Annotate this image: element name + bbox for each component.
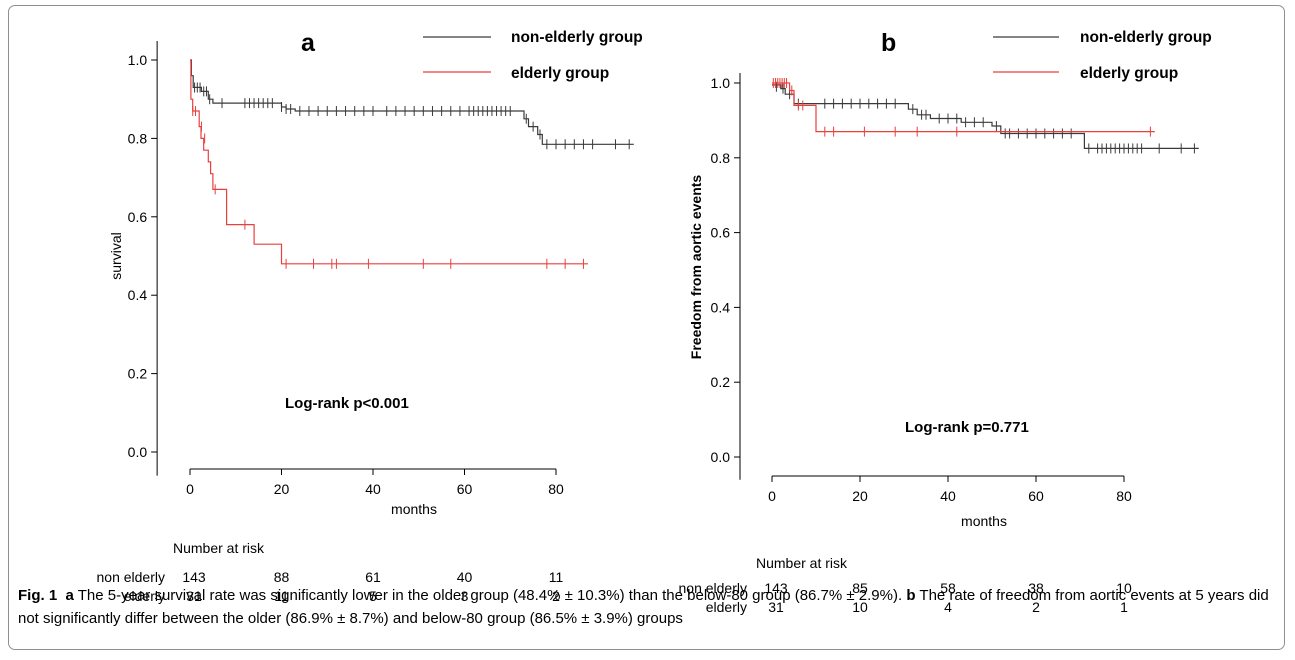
- figure-caption: Fig. 1 a The 5-year survival rate was si…: [18, 584, 1280, 630]
- x-tick-label: 60: [1028, 488, 1044, 504]
- x-tick-label: 60: [457, 481, 473, 497]
- risk-count: 31: [768, 599, 784, 615]
- risk-count: 2: [552, 588, 560, 604]
- risk-count: 10: [1116, 580, 1132, 596]
- logrank-annotation: Log-rank p=0.771: [905, 419, 1029, 436]
- x-tick-label: 0: [186, 481, 194, 497]
- legend-label-elderly: elderly group: [511, 65, 609, 82]
- risk-count: 3: [461, 588, 469, 604]
- x-tick-label: 80: [1116, 488, 1132, 504]
- series-line-nonelderly: [772, 84, 1199, 149]
- y-tick-label: 0.4: [711, 299, 731, 315]
- legend-label-nonelderly: non-elderly group: [1080, 29, 1212, 46]
- panel-label: b: [881, 29, 896, 57]
- risk-count: 1: [1120, 599, 1128, 615]
- risk-count: 88: [274, 569, 290, 585]
- y-tick-label: 0.6: [128, 209, 148, 225]
- y-tick-label: 0.6: [711, 225, 731, 241]
- risk-count: 4: [944, 599, 952, 615]
- y-tick-label: 0.2: [711, 374, 731, 390]
- risk-count: 85: [852, 580, 868, 596]
- risk-row-label: non elderly: [97, 569, 166, 585]
- y-tick-label: 0.0: [128, 444, 148, 460]
- panel-label: a: [301, 29, 316, 57]
- figure-svg: a0.00.20.40.60.81.00 20 40 60 80monthssurviv…: [97, 29, 1212, 615]
- figure-frame: a 0.0 0.2 0.4 0.6 0.8 1.0 0 20 40 60 80 months surviv…: [8, 5, 1285, 650]
- y-tick-label: 0.8: [711, 150, 731, 166]
- chart-panel-b: b 0.0 0.2 0.4 0.6 0.8 1.0 0 20 40 60 80 months Freedo…: [679, 29, 1212, 615]
- risk-count: 61: [365, 569, 381, 585]
- risk-row-label: elderly: [124, 588, 165, 604]
- logrank-annotation: Log-rank p<0.001: [285, 395, 409, 412]
- x-axis-title: months: [391, 501, 437, 517]
- legend-label-nonelderly: non-elderly group: [511, 29, 643, 46]
- y-axis-title: survival: [108, 232, 124, 279]
- caption-panel-a-label: a: [65, 587, 74, 604]
- caption-panel-b-text: The rate of freedom from aortic events a…: [18, 587, 1269, 627]
- risk-count: 143: [764, 580, 788, 596]
- x-tick-label: 80: [548, 481, 564, 497]
- x-tick-label: 20: [852, 488, 868, 504]
- risk-table-title: Number at risk: [756, 555, 848, 571]
- caption-panel-a-text: The 5-year survival rate was significant…: [77, 587, 903, 604]
- risk-row-label: non elderly: [679, 580, 748, 596]
- risk-count: 58: [940, 580, 956, 596]
- risk-table-title: Number at risk: [173, 540, 265, 556]
- y-tick-label: 0.8: [128, 130, 148, 146]
- y-axis-title: Freedom from aortic events: [688, 175, 704, 360]
- risk-count: 38: [1028, 580, 1044, 596]
- caption-panel-b-label: b: [906, 587, 916, 604]
- risk-row-label: elderly: [706, 599, 747, 615]
- y-tick-label: 1.0: [711, 75, 731, 91]
- x-tick-label: 40: [940, 488, 956, 504]
- y-tick-label: 0.4: [128, 287, 148, 303]
- legend-label-elderly: elderly group: [1080, 65, 1178, 82]
- risk-count: 2: [1032, 599, 1040, 615]
- risk-count: 5: [369, 588, 377, 604]
- chart-panel-a: a 0.0 0.2 0.4 0.6 0.8 1.0 0 20 40 60 80 months surviv…: [97, 29, 643, 604]
- x-tick-label: 40: [365, 481, 381, 497]
- series-line-elderly: [190, 59, 588, 265]
- series-line-elderly: [772, 82, 1155, 133]
- x-axis-title: months: [961, 513, 1007, 529]
- risk-count: 11: [549, 569, 564, 585]
- risk-count: 31: [186, 588, 202, 604]
- risk-count: 143: [182, 569, 206, 585]
- y-tick-label: 1.0: [128, 52, 148, 68]
- risk-count: 40: [457, 569, 473, 585]
- y-tick-label: 0.2: [128, 366, 148, 382]
- x-tick-label: 20: [274, 481, 290, 497]
- risk-count: 11: [274, 588, 289, 604]
- caption-fig-label: Fig. 1: [18, 587, 58, 604]
- x-tick-label: 0: [768, 488, 776, 504]
- risk-count: 10: [852, 599, 868, 615]
- y-tick-label: 0.0: [711, 449, 731, 465]
